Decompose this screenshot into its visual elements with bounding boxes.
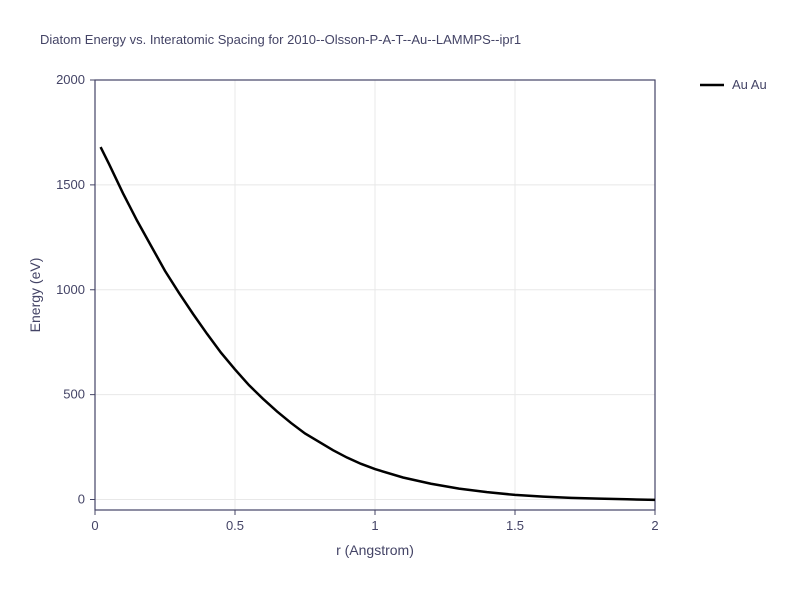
x-axis-label: r (Angstrom)	[336, 542, 414, 558]
y-tick-label: 500	[63, 387, 85, 402]
x-tick-label: 0.5	[226, 518, 244, 533]
x-tick-label: 1.5	[506, 518, 524, 533]
y-tick-label: 2000	[56, 72, 85, 87]
y-tick-label: 1500	[56, 177, 85, 192]
y-axis-label: Energy (eV)	[27, 258, 43, 333]
x-tick-label: 2	[651, 518, 658, 533]
y-tick-label: 0	[78, 492, 85, 507]
legend-label: Au Au	[732, 77, 767, 92]
chart-canvas: 0 0.5 1 1.5 2 0 500 1000 1500 2000 r (Angstrom) Ene…	[0, 0, 800, 600]
y-tick-label: 1000	[56, 282, 85, 297]
series-line	[101, 147, 655, 500]
x-tick-label: 0	[91, 518, 98, 533]
chart-title: Diatom Energy vs. Interatomic Spacing fo…	[40, 32, 521, 47]
x-tick-label: 1	[371, 518, 378, 533]
